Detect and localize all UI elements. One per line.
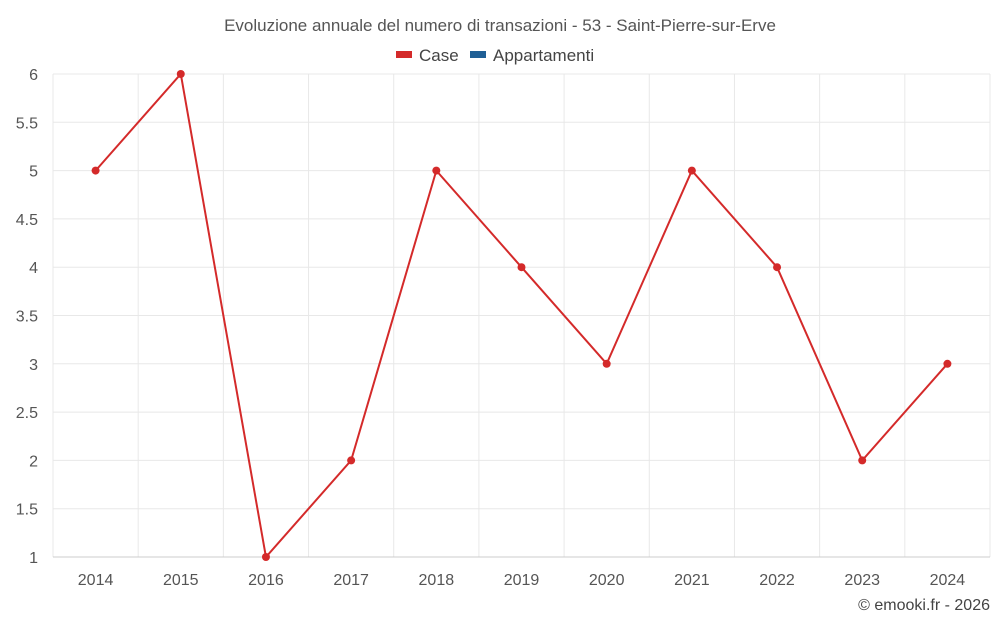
y-tick-label: 2: [29, 453, 38, 470]
x-tick-label: 2014: [78, 572, 114, 589]
y-axis-ticks: 1 1.5 2 2.5 3 3.5 4 4.5 5 5.5 6: [16, 67, 38, 567]
data-point-case-2019[interactable]: [517, 263, 526, 272]
data-point-case-2015[interactable]: [176, 70, 185, 78]
y-tick-label: 5: [29, 164, 38, 181]
y-tick-label: 3.5: [16, 309, 38, 326]
legend-label-appartamenti: Appartamenti: [493, 46, 594, 65]
series-case: [91, 70, 952, 561]
y-tick-label: 1: [29, 550, 38, 567]
data-point-case-2022[interactable]: [773, 263, 782, 272]
data-point-case-2017[interactable]: [347, 456, 356, 465]
credit-text: © emooki.fr - 2026: [858, 597, 990, 614]
y-tick-label: 2.5: [16, 405, 38, 422]
data-point-case-2024[interactable]: [943, 359, 952, 368]
x-tick-label: 2015: [163, 572, 199, 589]
y-tick-label: 3: [29, 357, 38, 374]
y-tick-label: 4.5: [16, 212, 38, 229]
data-point-case-2023[interactable]: [858, 456, 867, 465]
legend-item-appartamenti[interactable]: Appartamenti: [470, 46, 594, 65]
x-tick-label: 2016: [248, 572, 284, 589]
x-tick-label: 2024: [930, 572, 966, 589]
legend-label-case: Case: [419, 46, 459, 65]
data-point-case-2018[interactable]: [432, 166, 441, 175]
y-tick-label: 1.5: [16, 502, 38, 519]
x-tick-label: 2023: [844, 572, 880, 589]
data-point-case-2020[interactable]: [602, 359, 611, 368]
y-tick-label: 6: [29, 67, 38, 84]
data-point-case-2021[interactable]: [687, 166, 696, 175]
y-tick-label: 4: [29, 260, 38, 277]
y-tick-label: 5.5: [16, 115, 38, 132]
x-tick-label: 2018: [419, 572, 455, 589]
x-tick-label: 2022: [759, 572, 795, 589]
x-tick-label: 2021: [674, 572, 710, 589]
legend-swatch-appartamenti: [470, 51, 486, 58]
data-point-case-2014[interactable]: [91, 166, 100, 175]
data-point-case-2016[interactable]: [261, 553, 270, 561]
chart-title: Evoluzione annuale del numero di transaz…: [224, 16, 776, 35]
x-tick-label: 2019: [504, 572, 540, 589]
legend-item-case[interactable]: Case: [396, 46, 459, 65]
legend[interactable]: Case Appartamenti: [396, 46, 594, 65]
x-tick-label: 2017: [333, 572, 369, 589]
x-axis-ticks: 2014 2015 2016 2017 2018 2019 2020 2021 2022 2023…: [78, 572, 966, 589]
x-tick-label: 2020: [589, 572, 625, 589]
legend-swatch-case: [396, 51, 412, 58]
